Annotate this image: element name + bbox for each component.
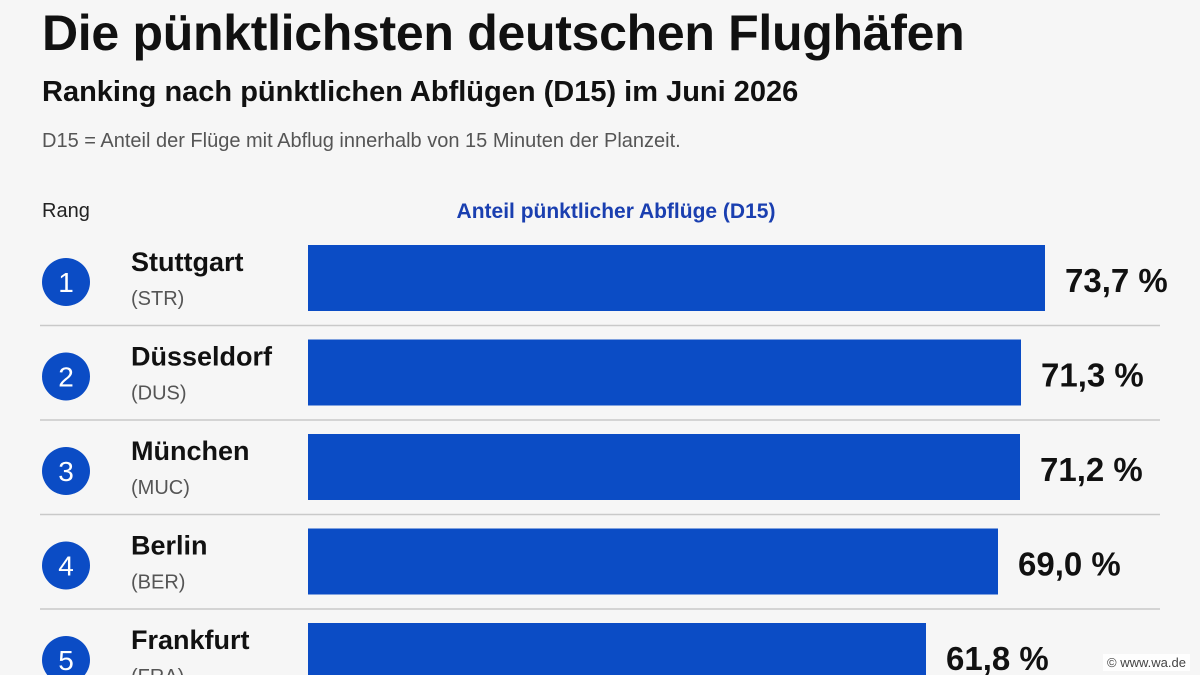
chart-subtitle: Ranking nach pünktlichen Abflügen (D15) … — [42, 76, 799, 108]
airport-code: (STR) — [131, 288, 184, 310]
rank-number: 1 — [58, 267, 74, 298]
airport-name: Berlin — [131, 531, 208, 561]
rank-badge — [42, 352, 90, 401]
airport-name: München — [131, 436, 250, 466]
airport-name: Düsseldorf — [131, 342, 273, 372]
airport-code: (DUS) — [131, 383, 187, 405]
rank-column-header: Rang — [42, 200, 90, 222]
x-axis-title: Anteil pünktlicher Abflüge (D15) — [456, 200, 776, 223]
rank-number: 2 — [58, 362, 74, 393]
rank-number: 4 — [58, 551, 74, 582]
rank-number: 5 — [58, 645, 74, 675]
airport-code: (FRA) — [131, 666, 184, 675]
airport-code: (MUC) — [131, 477, 190, 499]
source-credit: © www.wa.de — [1103, 654, 1190, 671]
rank-badge — [42, 447, 90, 495]
rank-badge — [42, 258, 90, 306]
airport-name: Frankfurt — [131, 625, 250, 655]
airport-name: Stuttgart — [131, 247, 243, 277]
value-label: 71,3 % — [1041, 357, 1144, 394]
value-label: 71,2 % — [1040, 451, 1143, 488]
chart-note: D15 = Anteil der Flüge mit Abflug innerh… — [42, 130, 681, 152]
bar — [308, 528, 998, 595]
value-label: 73,7 % — [1065, 262, 1168, 299]
airport-code: (BER) — [131, 572, 185, 594]
bar — [308, 434, 1020, 500]
value-label: 69,0 % — [1018, 546, 1121, 583]
chart-title: Die pünktlichsten deutschen Flughäfen — [42, 5, 965, 61]
bar — [308, 623, 926, 675]
rank-badge — [42, 636, 90, 675]
bar — [308, 245, 1045, 311]
bar — [308, 339, 1021, 406]
rank-badge — [42, 541, 90, 590]
rank-number: 3 — [58, 456, 74, 487]
value-label: 61,8 % — [946, 640, 1049, 675]
